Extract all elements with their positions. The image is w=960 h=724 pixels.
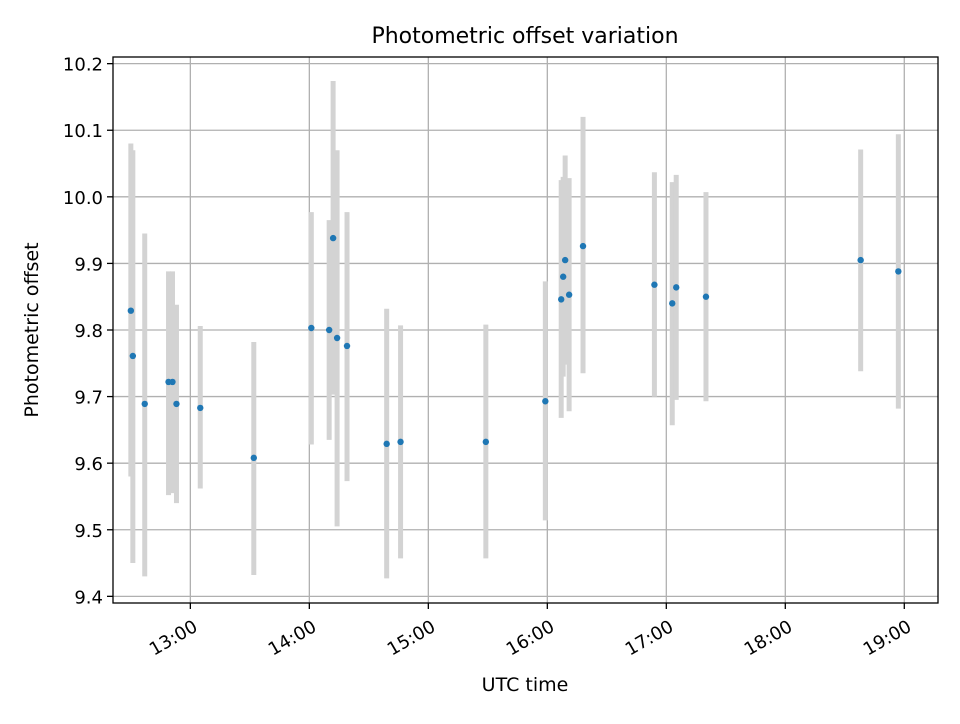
data-point: [579, 242, 587, 250]
y-tick-label: 9.6: [74, 454, 103, 475]
y-tick-label: 10.2: [63, 55, 103, 76]
data-point: [141, 400, 148, 408]
data-point: [673, 284, 680, 291]
data-point: [669, 300, 676, 307]
data-point: [702, 293, 710, 300]
data-point: [559, 273, 567, 280]
data-point: [333, 334, 341, 342]
chart-title: Photometric offset variation: [371, 24, 678, 49]
y-axis: 9.4 9.5 9.6 9.7 9.8 9.9 10.0 10.1 10.2: [63, 55, 113, 608]
y-tick-label: 9.8: [74, 321, 103, 342]
data-point: [482, 438, 490, 446]
data-point: [895, 268, 902, 275]
data-point: [542, 398, 549, 405]
y-tick-label: 9.9: [74, 254, 103, 275]
y-tick-label: 9.5: [74, 521, 103, 542]
data-point: [197, 404, 204, 412]
data-point: [383, 440, 390, 448]
y-tick-label: 9.7: [74, 388, 103, 409]
data-point: [129, 352, 137, 360]
y-tick-label: 9.4: [74, 587, 103, 608]
y-tick-label: 10.0: [63, 188, 103, 209]
data-point: [127, 307, 135, 314]
data-point: [329, 234, 337, 242]
data-point: [250, 454, 258, 462]
data-point: [169, 378, 176, 386]
data-point: [173, 400, 180, 408]
data-point: [397, 438, 404, 446]
data-point: [565, 291, 573, 298]
data-point: [308, 324, 315, 332]
data-point: [325, 326, 333, 334]
data-point: [651, 281, 658, 288]
y-tick-label: 10.1: [63, 121, 103, 142]
x-axis-label: UTC time: [482, 674, 569, 696]
data-point: [857, 256, 864, 264]
y-axis-label: Photometric offset: [21, 242, 43, 417]
point-layer: [127, 234, 902, 462]
data-point: [557, 296, 565, 303]
data-point: [343, 342, 351, 350]
data-point: [561, 256, 569, 264]
